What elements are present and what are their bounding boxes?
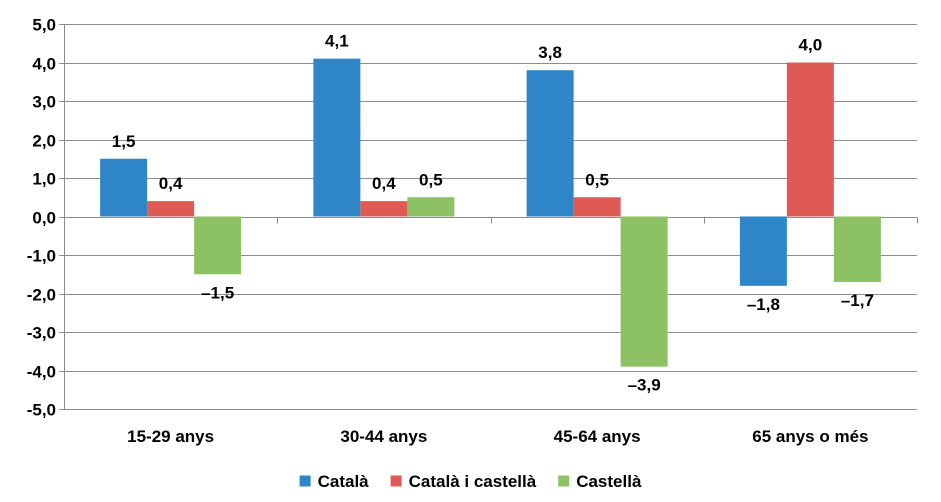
y-tick-label: -2,0 [27,286,56,305]
bar [407,197,455,217]
data-label: 0,5 [585,170,609,189]
data-label: –1,8 [747,295,780,314]
y-tick-label: 5,0 [32,16,56,35]
legend-label: Català i castellà [409,472,537,491]
y-tick-label: 3,0 [32,93,56,112]
data-label: 0,4 [372,174,396,193]
legend-swatch [558,475,570,487]
data-label: 0,4 [159,174,183,193]
y-tick-label: -5,0 [27,401,56,420]
data-label: –3,9 [628,376,661,395]
x-category-label: 15-29 anys [127,427,214,446]
legend-swatch [299,475,311,487]
bar [620,216,668,367]
bar [786,62,834,217]
bars [100,58,881,367]
bar [360,201,408,217]
y-tick-label: 1,0 [32,170,56,189]
data-labels: 1,5 0,4 –1,5 4,1 0,4 0,5 3,8 0,5 –3,9 –1,8 4,0 –1,7 [112,32,874,395]
bar [573,197,621,217]
bar [147,201,195,217]
data-label: 0,5 [419,170,443,189]
data-label: –1,5 [201,283,234,302]
bar [526,70,574,217]
x-category-label: 65 anys o més [752,427,868,446]
data-label: 3,8 [538,43,562,62]
data-label: 1,5 [112,132,136,151]
data-label: 4,1 [325,32,349,51]
y-tick-label: -4,0 [27,363,56,382]
y-tick-label: 2,0 [32,132,56,151]
bar [194,216,242,275]
x-category-label: 45-64 anys [554,427,641,446]
axes: 5,0 4,0 3,0 2,0 1,0 0,0 -1,0 -2,0 -3,0 -4,0 -5,0 15… [27,16,918,446]
legend: Català Català i castellà Castellà [299,472,642,491]
x-category-label: 30-44 anys [340,427,427,446]
y-tick-label: 0,0 [32,209,56,228]
y-tick-label: -3,0 [27,324,56,343]
bar [100,158,148,217]
data-label: –1,7 [841,291,874,310]
data-label: 4,0 [799,36,823,55]
legend-swatch [390,475,402,487]
bar [739,216,787,286]
legend-label: Castellà [576,472,642,491]
y-tick-label: -1,0 [27,247,56,266]
legend-label: Català [318,472,370,491]
bar [833,216,881,282]
bar [313,58,361,217]
y-tick-label: 4,0 [32,55,56,74]
